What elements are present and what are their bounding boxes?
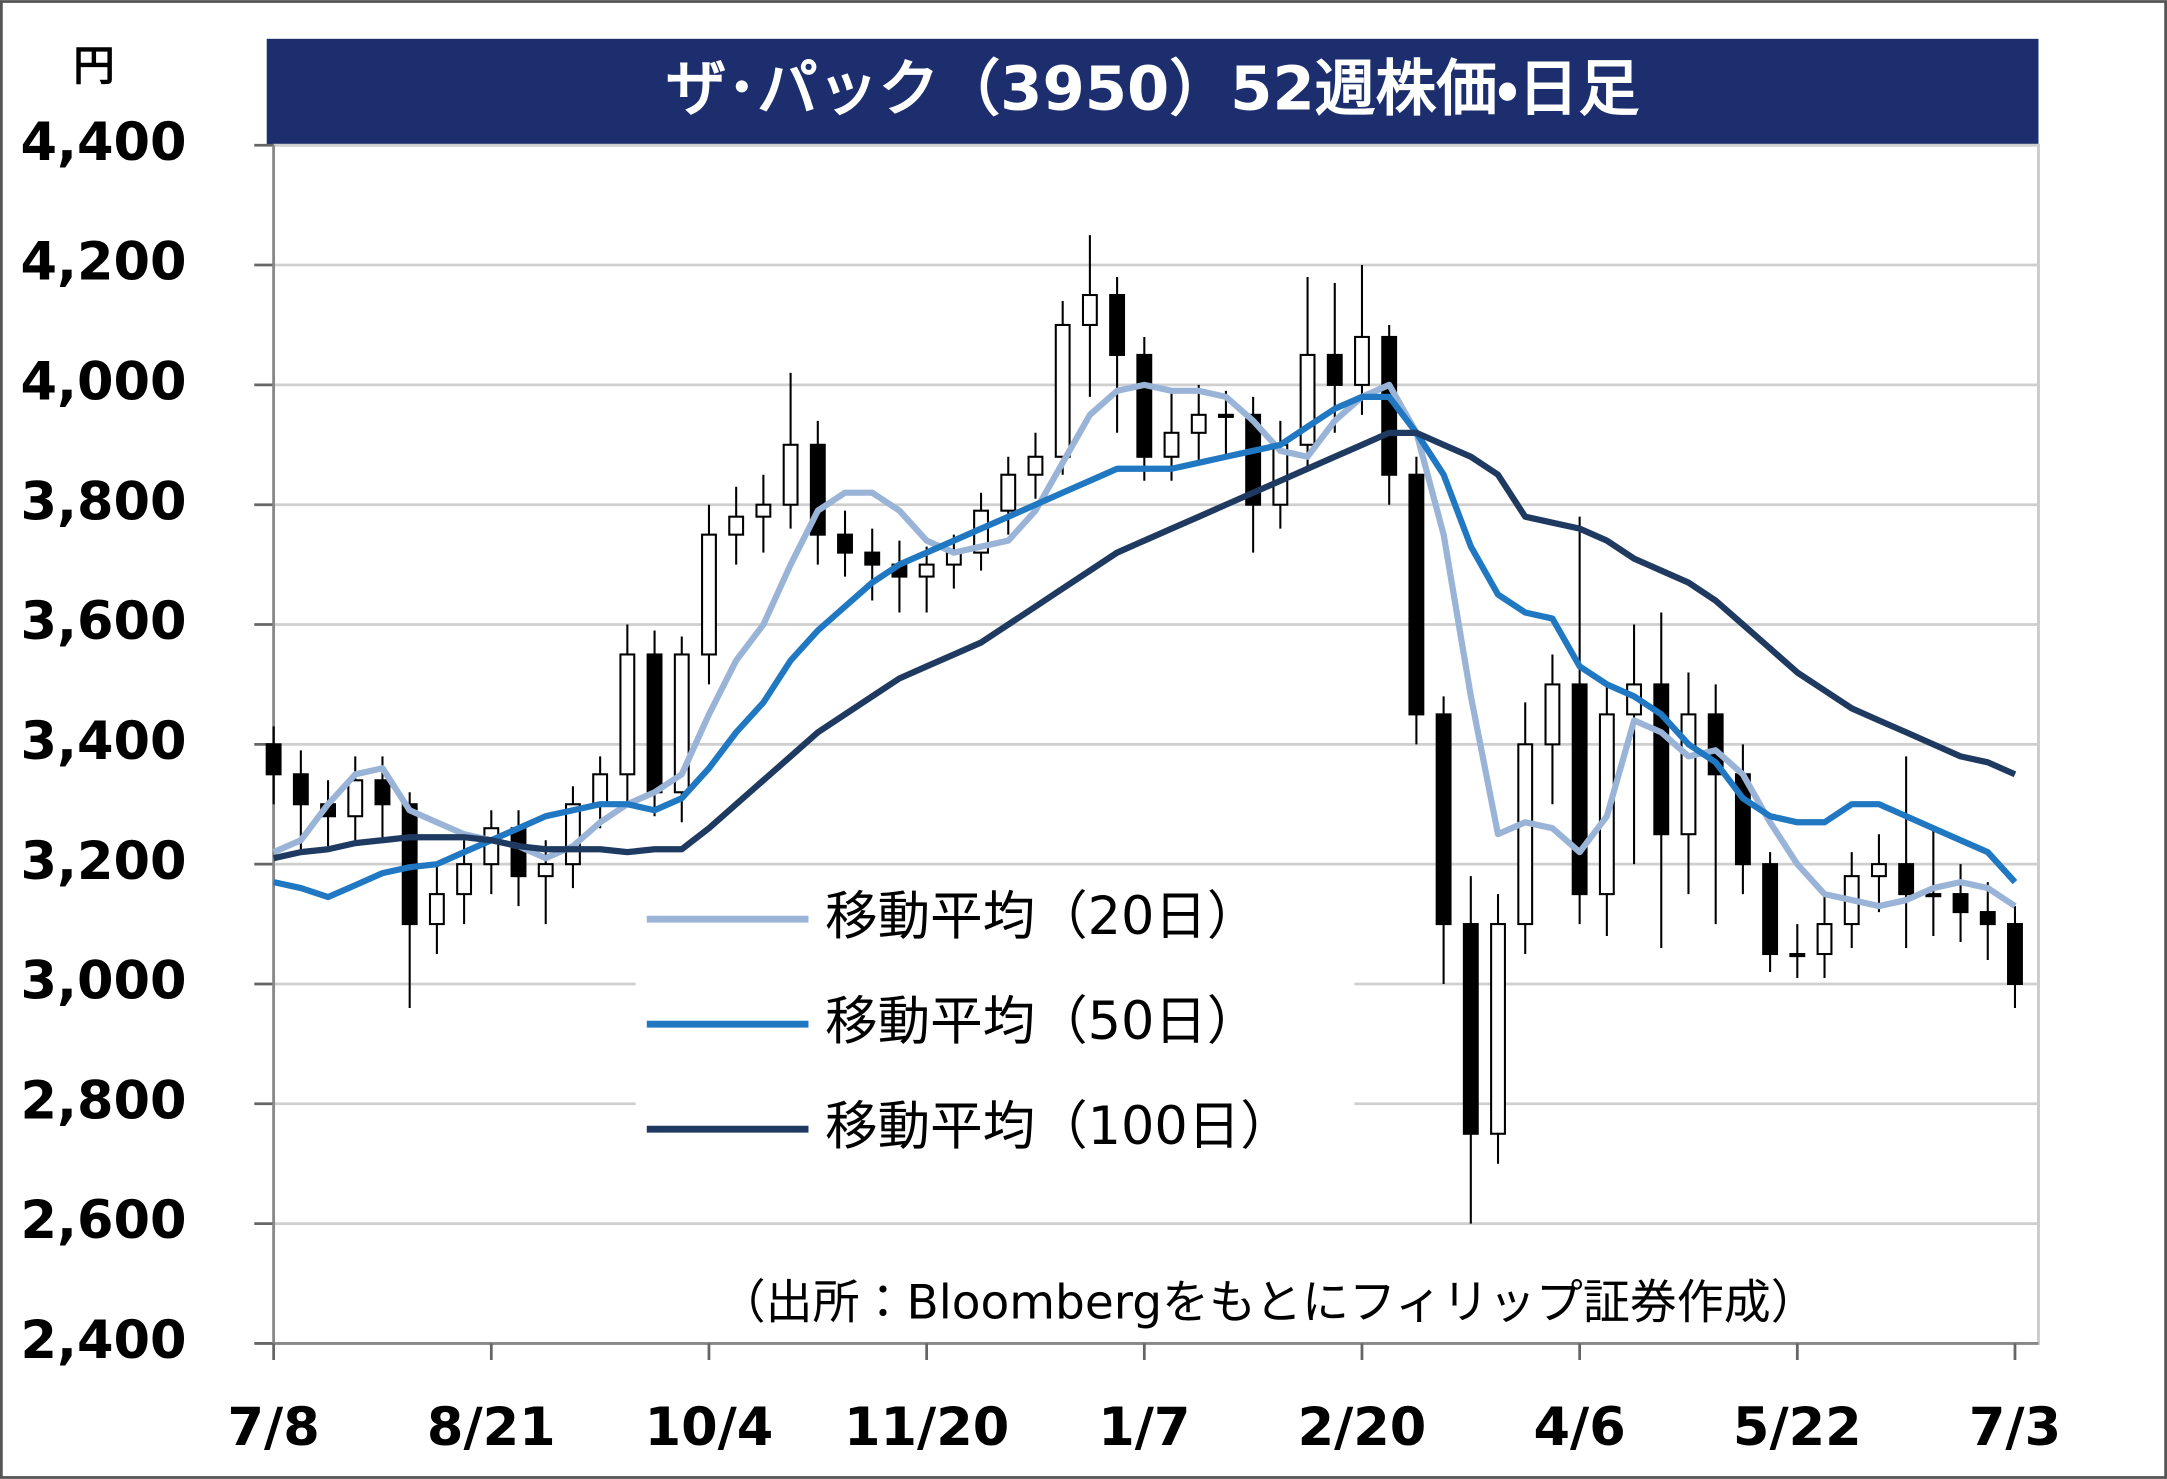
candle-body [1326,353,1343,386]
candle-body [1979,911,1996,926]
candle-body [1571,683,1588,896]
candle-body [1408,473,1425,716]
x-tick-label: 4/6 [1534,1397,1626,1458]
candle-body [646,653,663,794]
y-tick-label: 3,000 [21,951,187,1012]
candle-body [1081,293,1098,327]
candle-body [1789,952,1806,958]
legend-label: 移動平均（100日） [825,1096,1293,1157]
y-tick-label: 3,400 [21,711,187,772]
candle-body [1898,863,1915,896]
y-tick-label: 3,200 [21,831,187,892]
y-tick-label: 3,800 [21,471,187,532]
candle-body [1190,413,1207,434]
candle-body [265,743,282,776]
candle-body [918,563,935,578]
y-tick-label: 4,200 [21,232,187,293]
x-tick-label: 7/8 [228,1397,320,1458]
candle-body [1354,335,1370,386]
candle-body [510,827,527,878]
x-tick-label: 10/4 [645,1397,774,1458]
candle-body [673,653,690,794]
ma-line [272,429,2017,862]
candle-body [592,773,609,806]
candle-body [1762,863,1779,956]
y-axis-label: 円 [73,42,114,90]
candle-body [1544,683,1561,746]
candle-body [1598,713,1615,896]
x-tick-label: 2/20 [1298,1397,1427,1458]
x-tick-label: 11/20 [844,1397,1009,1458]
candle-body [428,893,445,926]
candle-body [1163,431,1180,458]
candle-body [1027,455,1044,476]
title-band [266,38,2039,146]
y-tick-label: 2,400 [21,1310,187,1371]
candle-body [374,779,391,806]
candle-body [1490,923,1506,1135]
candle-body [1952,893,1969,914]
candle-body [1109,293,1126,356]
candle-body [1653,683,1670,836]
x-tick-label: 5/22 [1733,1397,1862,1458]
candle-body [2007,923,2023,986]
legend-label: 移動平均（20日） [825,886,1259,947]
y-tick-label: 4,000 [21,352,187,413]
candle-body [1245,413,1262,506]
candle-body [1054,323,1071,458]
candle-body [456,863,473,896]
candle-body [728,515,745,536]
x-tick-label: 8/21 [427,1397,556,1458]
candle-body [347,779,364,818]
y-tick-label: 2,600 [21,1190,187,1251]
legend-label: 移動平均（50日） [825,991,1259,1052]
candle-body [755,503,772,518]
x-tick-label: 7/3 [1969,1397,2061,1458]
candle-body [1217,413,1234,418]
source-note: （出所：Bloombergをもとにフィリップ証券作成） [719,1276,1818,1331]
candle-body [1680,713,1697,836]
candle-body [1435,713,1452,926]
candle-body [1870,863,1887,878]
candle-body [1925,893,1942,898]
candle-body [864,551,881,566]
x-tick-label: 1/7 [1098,1397,1190,1458]
y-tick-label: 2,800 [21,1070,187,1131]
candle-body [837,533,853,554]
candle-body [1517,743,1534,926]
candle-body [1816,923,1833,956]
candle-body [782,443,799,506]
candle-body [619,653,636,776]
candle-body [537,863,554,878]
candle-body [292,773,309,806]
candle-body [1136,353,1153,458]
candle-body [1462,923,1479,1135]
candle-body [483,827,500,866]
ma-line [272,393,2018,901]
y-tick-label: 3,600 [21,591,187,652]
candle-body [701,533,717,656]
y-tick-label: 4,400 [21,112,187,173]
chart-title: ザ･パック（3950）52週株価・日足 [666,54,1640,124]
candle-body [1000,473,1017,512]
